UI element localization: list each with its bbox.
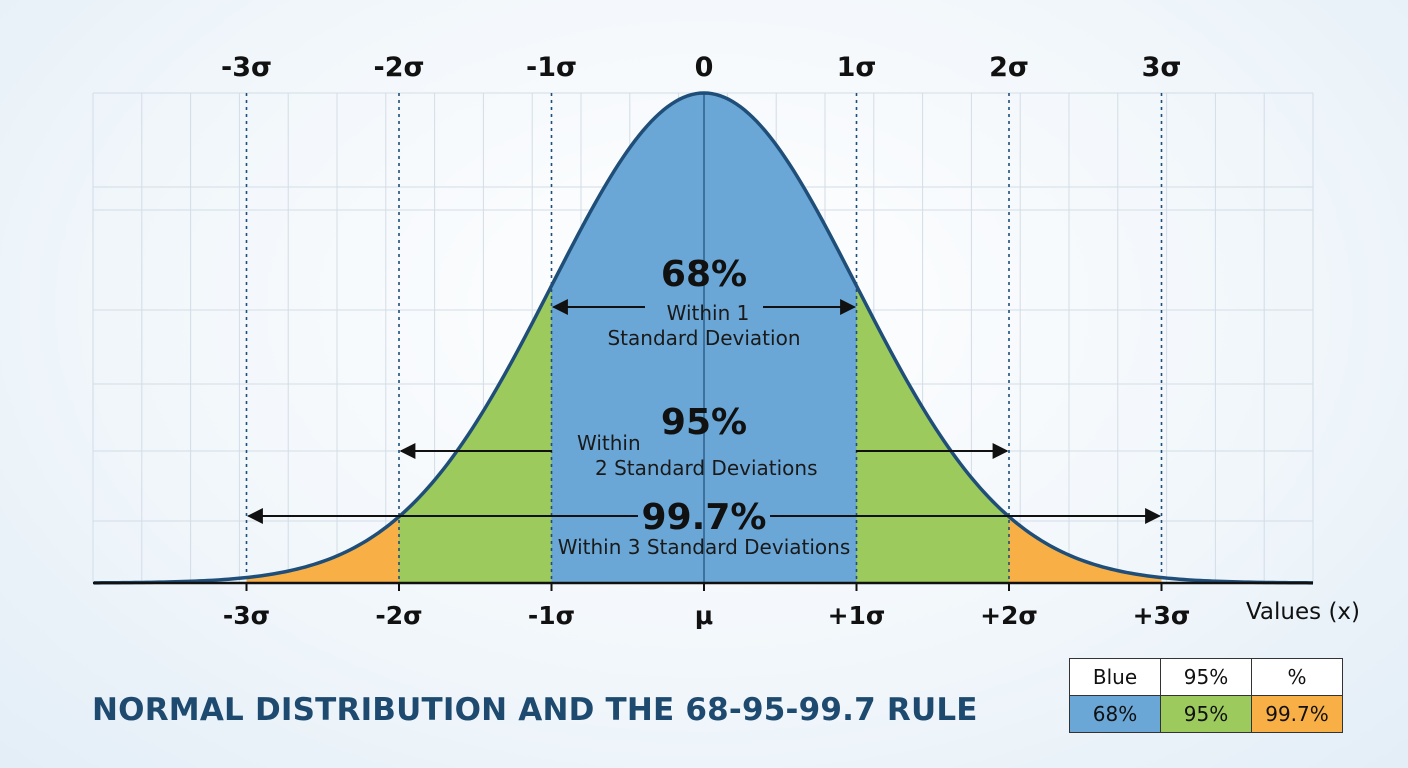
legend-table: Blue 95% % 68% 95% 99.7% bbox=[1069, 658, 1343, 733]
legend-header-cell: % bbox=[1251, 658, 1343, 696]
annotation-95-line2: 2 Standard Deviations bbox=[595, 456, 818, 480]
bottom-tick-labels: -3σ -2σ -1σ μ +1σ +2σ +3σ bbox=[223, 601, 1191, 630]
top-tick-label: 2σ bbox=[989, 52, 1029, 83]
bottom-tick-label: μ bbox=[695, 601, 713, 630]
legend-value-row: 68% 95% 99.7% bbox=[1069, 695, 1343, 733]
annotation-68-line2: Standard Deviation bbox=[607, 326, 800, 350]
top-tick-label: 0 bbox=[695, 52, 714, 83]
curve-layer bbox=[93, 91, 1314, 585]
bottom-tick-label: +1σ bbox=[828, 601, 886, 630]
bottom-tick-label: -2σ bbox=[375, 601, 422, 630]
legend-value-cell: 95% bbox=[1160, 695, 1252, 733]
shaded-region bbox=[1009, 516, 1162, 583]
top-tick-label: -2σ bbox=[373, 52, 424, 83]
bottom-tick-label: +3σ bbox=[1133, 601, 1191, 630]
annotation-95-percent: 95% bbox=[661, 402, 747, 443]
distribution-curve bbox=[93, 91, 1314, 585]
chart-title: NORMAL DISTRIBUTION AND THE 68-95-99.7 R… bbox=[92, 692, 978, 728]
legend-header-row: Blue 95% % bbox=[1069, 658, 1343, 696]
shaded-region bbox=[246, 516, 399, 583]
bottom-tick-label: -3σ bbox=[223, 601, 270, 630]
annotation-997-line1: Within 3 Standard Deviations bbox=[558, 535, 851, 559]
top-tick-label: 1σ bbox=[837, 52, 877, 83]
top-tick-labels: -3σ -2σ -1σ 0 1σ 2σ 3σ bbox=[221, 52, 1181, 83]
legend-header-cell: 95% bbox=[1160, 658, 1252, 696]
x-axis-title: Values (x) bbox=[1246, 599, 1360, 625]
annotation-997-percent: 99.7% bbox=[642, 497, 767, 538]
legend-header-cell: Blue bbox=[1069, 658, 1161, 696]
bottom-tick-label: +2σ bbox=[980, 601, 1038, 630]
annotation-68-line1: Within 1 bbox=[667, 301, 750, 325]
top-tick-label: -1σ bbox=[526, 52, 577, 83]
annotation-68-percent: 68% bbox=[661, 254, 747, 295]
annotation-95-line1: Within bbox=[577, 431, 641, 455]
bottom-tick-label: -1σ bbox=[528, 601, 575, 630]
legend-value-cell: 68% bbox=[1069, 695, 1161, 733]
top-tick-label: -3σ bbox=[221, 52, 272, 83]
x-axis bbox=[93, 581, 1313, 591]
top-tick-label: 3σ bbox=[1142, 52, 1182, 83]
sigma-guide-lines bbox=[245, 93, 1163, 583]
legend-value-cell: 99.7% bbox=[1251, 695, 1343, 733]
